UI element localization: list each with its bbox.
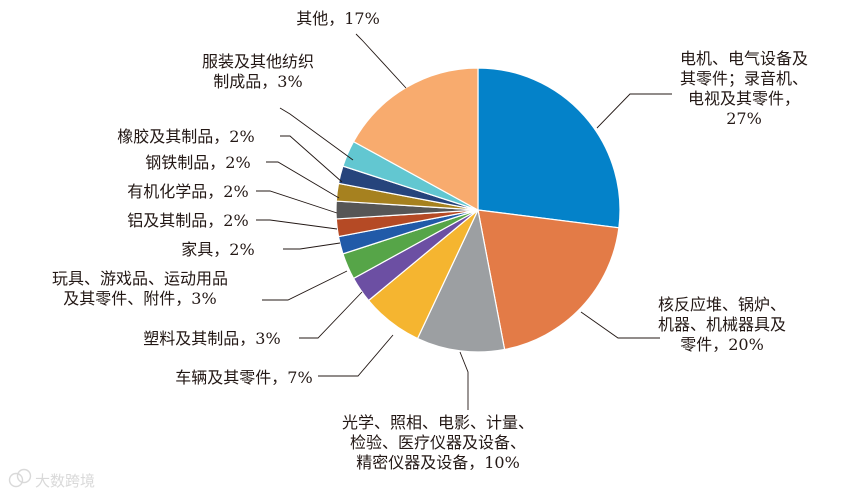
leader-line [280, 135, 343, 183]
slice-label-line: 车辆及其零件，7% [175, 368, 312, 387]
slice-label: 钢铁制品，2% [145, 153, 250, 172]
pie-slices [335, 67, 621, 353]
slice-label-line: 检验、医疗仪器及设备、 [350, 433, 526, 452]
slice-label-line: 电机、电气设备及 [680, 49, 808, 68]
watermark: 大数跨境 [8, 468, 95, 490]
slice-label-line: 橡胶及其制品，2% [117, 127, 254, 146]
slice-label: 塑料及其制品，3% [143, 329, 280, 348]
slice-label-line: 家具，2% [181, 240, 254, 259]
slice-label-line: 钢铁制品，2% [145, 153, 250, 172]
slice-labels: 电机、电气设备及其零件；录音机、电视及其零件， 27% 核反应堆、锅炉、机器、机械器… [52, 9, 808, 472]
slice-label: 玩具、游戏品、运动用品及其零件、附件，3% [52, 269, 228, 308]
leader-line [318, 334, 394, 377]
leader-line [262, 270, 348, 301]
slice-label-line: 光学、照相、电影、计量、 [342, 413, 534, 432]
leader-line [256, 190, 338, 214]
slice-label-line: 玩具、游戏品、运动用品 [52, 269, 228, 288]
slice-label-line: 机器、机械器具及 [658, 315, 786, 334]
slice-label-line: 零件，20% [680, 335, 764, 354]
slice-label-line: 其他，17% [296, 9, 380, 28]
slice-label-line: 及其零件、附件，3% [63, 289, 216, 308]
leader-line [283, 242, 341, 250]
pie-slice [477, 67, 621, 229]
slice-label: 服装及其他纺织制成品，3% [202, 52, 314, 91]
slice-label: 电机、电气设备及其零件；录音机、电视及其零件， 27% [680, 49, 808, 128]
leader-line [596, 93, 672, 129]
pie-slice [416, 208, 506, 353]
slice-label-line: 服装及其他纺织 [202, 52, 314, 71]
slice-label-line: 电视及其零件， [688, 89, 800, 108]
slice-label: 橡胶及其制品，2% [117, 127, 254, 146]
slice-label: 光学、照相、电影、计量、检验、医疗仪器及设备、精密仪器及设备，10% [342, 413, 534, 472]
slice-label: 铝及其制品，2% [127, 211, 248, 230]
watermark-text: 大数跨境 [35, 472, 95, 490]
slice-label-line: 其零件；录音机、 [680, 69, 808, 88]
leader-lines [256, 33, 672, 410]
slice-label-line: 有机化学品，2% [127, 182, 248, 201]
leader-line [256, 219, 338, 230]
leader-line [459, 351, 469, 410]
slice-label-line: 精密仪器及设备，10% [356, 453, 520, 472]
slice-label: 有机化学品，2% [127, 182, 248, 201]
leader-line [279, 107, 354, 161]
slice-label: 家具，2% [181, 240, 254, 259]
slice-label: 核反应堆、锅炉、机器、机械器具及零件，20% [658, 295, 786, 354]
slice-label-line: 制成品，3% [213, 72, 302, 91]
chat-bubble-icon [8, 468, 32, 488]
slice-label-line: 塑料及其制品，3% [143, 329, 280, 348]
pie-slice [477, 209, 620, 351]
leader-line [355, 33, 407, 89]
slice-label: 其他，17% [296, 9, 380, 28]
leader-line [580, 311, 660, 339]
slice-label-line: 铝及其制品，2% [127, 211, 248, 230]
leader-line [299, 291, 363, 339]
slice-label-line: 核反应堆、锅炉、 [658, 295, 786, 314]
slice-label: 车辆及其零件，7% [175, 368, 312, 387]
leader-line [266, 161, 340, 199]
slice-label-line: 27% [726, 109, 762, 128]
